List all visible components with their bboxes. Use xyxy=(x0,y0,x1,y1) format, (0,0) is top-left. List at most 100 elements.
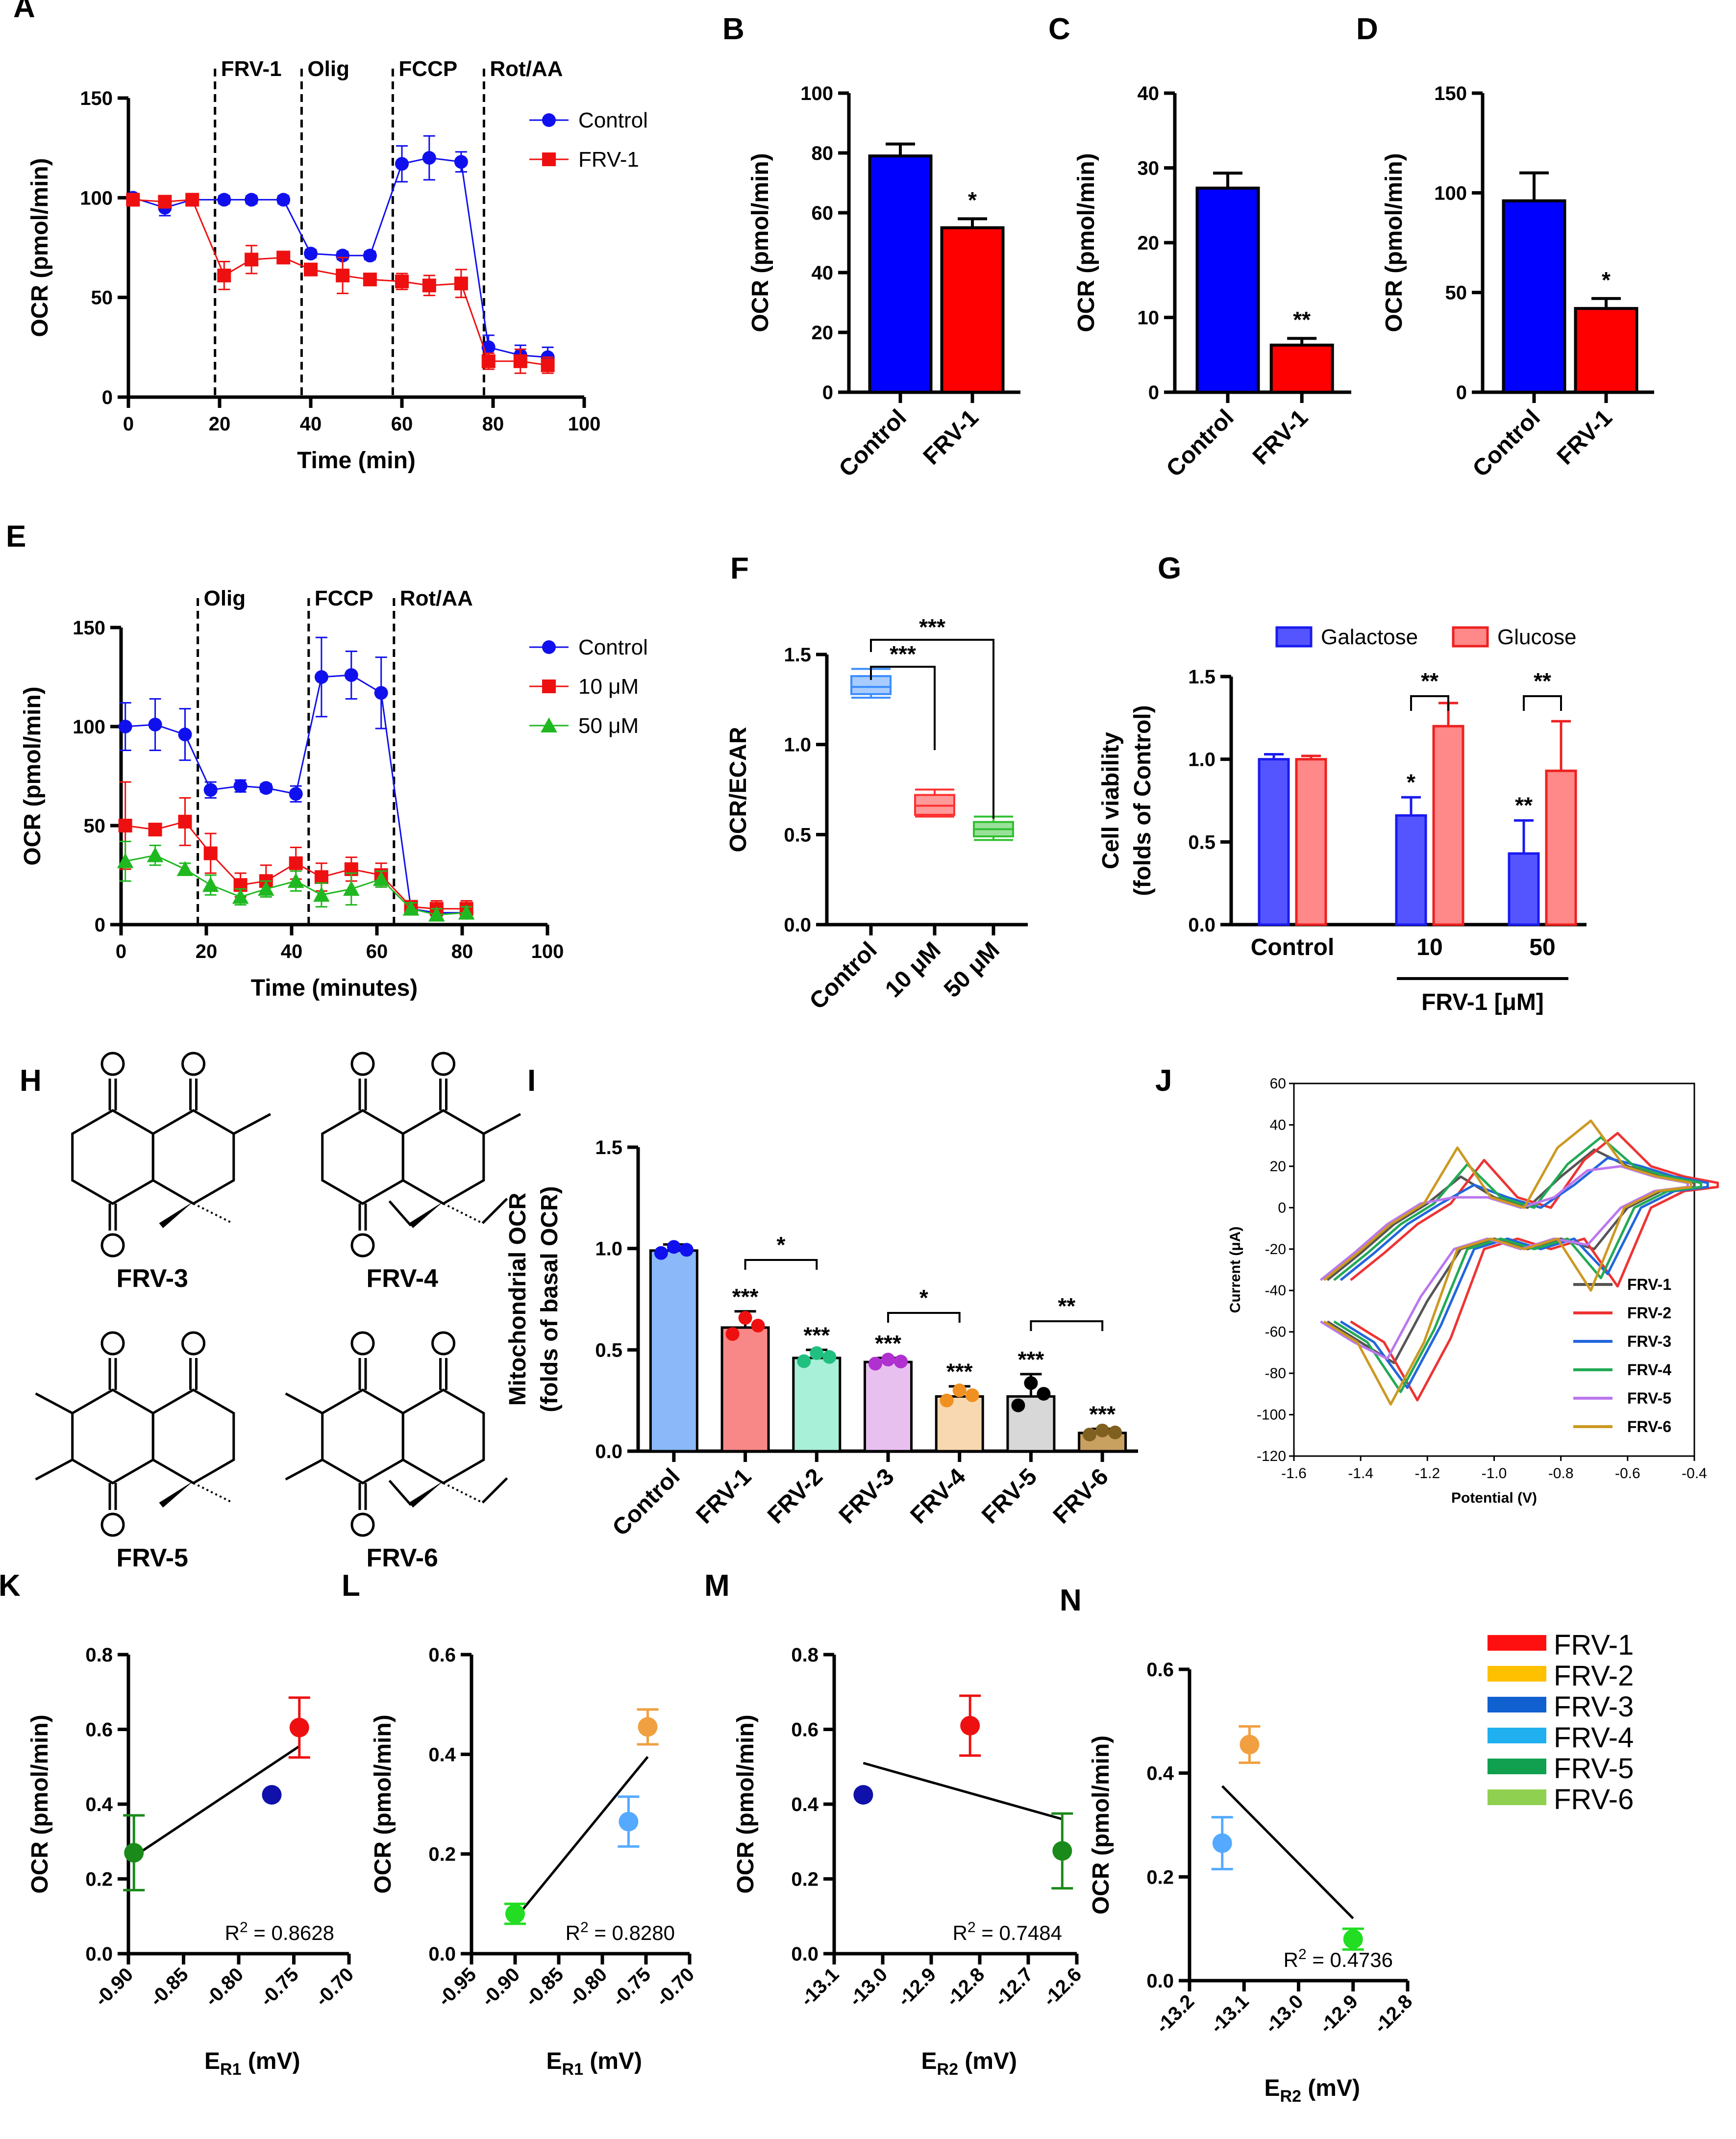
y-tick-label: -80 xyxy=(1265,1365,1286,1382)
data-point xyxy=(258,881,274,896)
legend-label: FRV-1 xyxy=(1554,1629,1634,1661)
y-tick-label: -100 xyxy=(1257,1407,1286,1423)
oxygen-atom xyxy=(350,1052,375,1076)
data-point xyxy=(458,904,475,920)
x-tick-label: -13.0 xyxy=(1261,1990,1308,2038)
y-tick-label: 0 xyxy=(1148,382,1159,403)
data-point xyxy=(336,249,350,263)
regression-line xyxy=(133,1745,300,1858)
structure-FRV-5: FRV-5 xyxy=(35,1331,235,1572)
legend-label: FRV-1 xyxy=(578,148,639,172)
y-axis-title: Current (μA) xyxy=(1227,1227,1243,1313)
bar-Control xyxy=(1502,199,1566,394)
x-axis-title-subscript: R2 xyxy=(1280,2087,1301,2106)
y-tick-label: 0.2 xyxy=(85,1869,113,1890)
x-tick-label: -13.1 xyxy=(796,1963,843,2011)
significance-label: * xyxy=(1602,267,1611,293)
x-tick-label: -1.6 xyxy=(1281,1465,1307,1482)
bar-Control xyxy=(1195,186,1260,394)
x-tick-label: 10 μM xyxy=(880,937,946,1003)
panel-letter-D: D xyxy=(1356,12,1378,46)
legend-label: 10 μM xyxy=(578,675,639,699)
legend-label: FRV-6 xyxy=(1627,1418,1671,1435)
y-axis-title: OCR (pmol/min) xyxy=(1073,153,1099,332)
significance-bracket xyxy=(1410,695,1449,711)
oxygen-atom xyxy=(181,1052,206,1076)
legend-label: FRV-1 xyxy=(1627,1276,1671,1293)
x-tick-label: FRV-4 xyxy=(905,1463,970,1529)
bar-Glucose-50 xyxy=(1545,769,1577,926)
data-point xyxy=(1212,1833,1232,1853)
significance-label: *** xyxy=(946,1359,973,1384)
data-point xyxy=(304,247,318,261)
data-point xyxy=(126,193,140,207)
panel-letter-A: A xyxy=(13,0,35,24)
legend-label: FRV-5 xyxy=(1627,1389,1671,1407)
data-point xyxy=(289,787,303,801)
panel-H: FRV-3 FRV-4 FRV-5 FRV-6 xyxy=(35,1052,521,1572)
y-tick-label: 0.0 xyxy=(595,1441,622,1462)
x-tick-label: 100 xyxy=(568,413,601,435)
data-point xyxy=(276,193,291,207)
x-tick-label: Control xyxy=(834,404,912,482)
legend-swatch-FRV-1 xyxy=(1488,1635,1546,1651)
panel-letter-J: J xyxy=(1155,1064,1172,1098)
y-tick-label: 0.5 xyxy=(784,824,811,846)
y-tick-label: 60 xyxy=(1270,1076,1286,1092)
y-axis-title: OCR (pmol/min) xyxy=(370,1714,396,1893)
panel-letter-C: C xyxy=(1048,12,1070,46)
significance-label: ** xyxy=(1058,1293,1075,1319)
y-tick-label: 0.4 xyxy=(791,1794,818,1815)
cv-curve-FRV-2 xyxy=(1350,1132,1719,1402)
x-tick-label: Control xyxy=(1251,934,1335,960)
y-tick-label: 0 xyxy=(1456,382,1467,403)
data-point xyxy=(454,277,468,291)
structure-label: FRV-3 xyxy=(117,1264,188,1293)
legend-marker xyxy=(542,679,556,693)
x-tick-label: Control xyxy=(1468,404,1545,482)
y-tick-label: 0.0 xyxy=(791,1943,818,1965)
data-dot xyxy=(940,1393,954,1408)
x-tick-label: -0.80 xyxy=(565,1963,612,2011)
legend-marker xyxy=(542,113,556,127)
legend-swatch xyxy=(1275,626,1313,648)
x-axis-title: Time (min) xyxy=(297,448,416,474)
x-tick-label: -12.6 xyxy=(1039,1963,1086,2011)
x-tick-label: 50 μM xyxy=(939,937,1005,1003)
series-50 μM xyxy=(117,840,475,922)
ring-bond xyxy=(321,1109,404,1205)
x-tick-label: -0.85 xyxy=(146,1963,193,2011)
y-tick-label: 0.2 xyxy=(1146,1866,1174,1888)
panel-I: 0.0 0.5 1.0 1.5 Mitochondrial OCR (folds of b… xyxy=(505,1137,1138,1541)
legend-label: FRV-5 xyxy=(1554,1753,1634,1785)
x-tick-label: -13.0 xyxy=(845,1963,892,2011)
significance-label: * xyxy=(776,1232,785,1258)
x-tick-label: -0.90 xyxy=(477,1963,524,2011)
data-point xyxy=(313,886,330,902)
bar-FRV-1 xyxy=(1269,343,1334,394)
significance-label: *** xyxy=(890,641,916,667)
r-squared-label: R2 = 0.8628 xyxy=(225,1919,334,1944)
y-tick-label: -60 xyxy=(1265,1324,1286,1340)
y-axis-title: OCR (pmol/min) xyxy=(20,686,46,865)
data-dot xyxy=(667,1240,681,1254)
data-dot xyxy=(868,1357,882,1371)
data-dot xyxy=(1083,1428,1097,1442)
injection-label: Rot/AA xyxy=(490,57,563,81)
x-tick-label: -12.8 xyxy=(1370,1990,1417,2038)
structure-FRV-3: FRV-3 xyxy=(71,1052,271,1293)
box-10 μM xyxy=(914,788,955,818)
x-tick-label: Control xyxy=(608,1463,685,1541)
x-tick-label: -0.75 xyxy=(608,1963,655,2011)
data-point xyxy=(638,1717,658,1737)
data-point xyxy=(158,195,172,209)
y-tick-label: 100 xyxy=(800,83,833,104)
y-tick-label: 40 xyxy=(812,262,834,284)
y-tick-label: 150 xyxy=(80,88,113,109)
data-point xyxy=(185,193,199,207)
y-tick-label: 0.2 xyxy=(428,1844,456,1865)
y-tick-label: 1.0 xyxy=(784,734,811,756)
data-point xyxy=(217,268,231,282)
